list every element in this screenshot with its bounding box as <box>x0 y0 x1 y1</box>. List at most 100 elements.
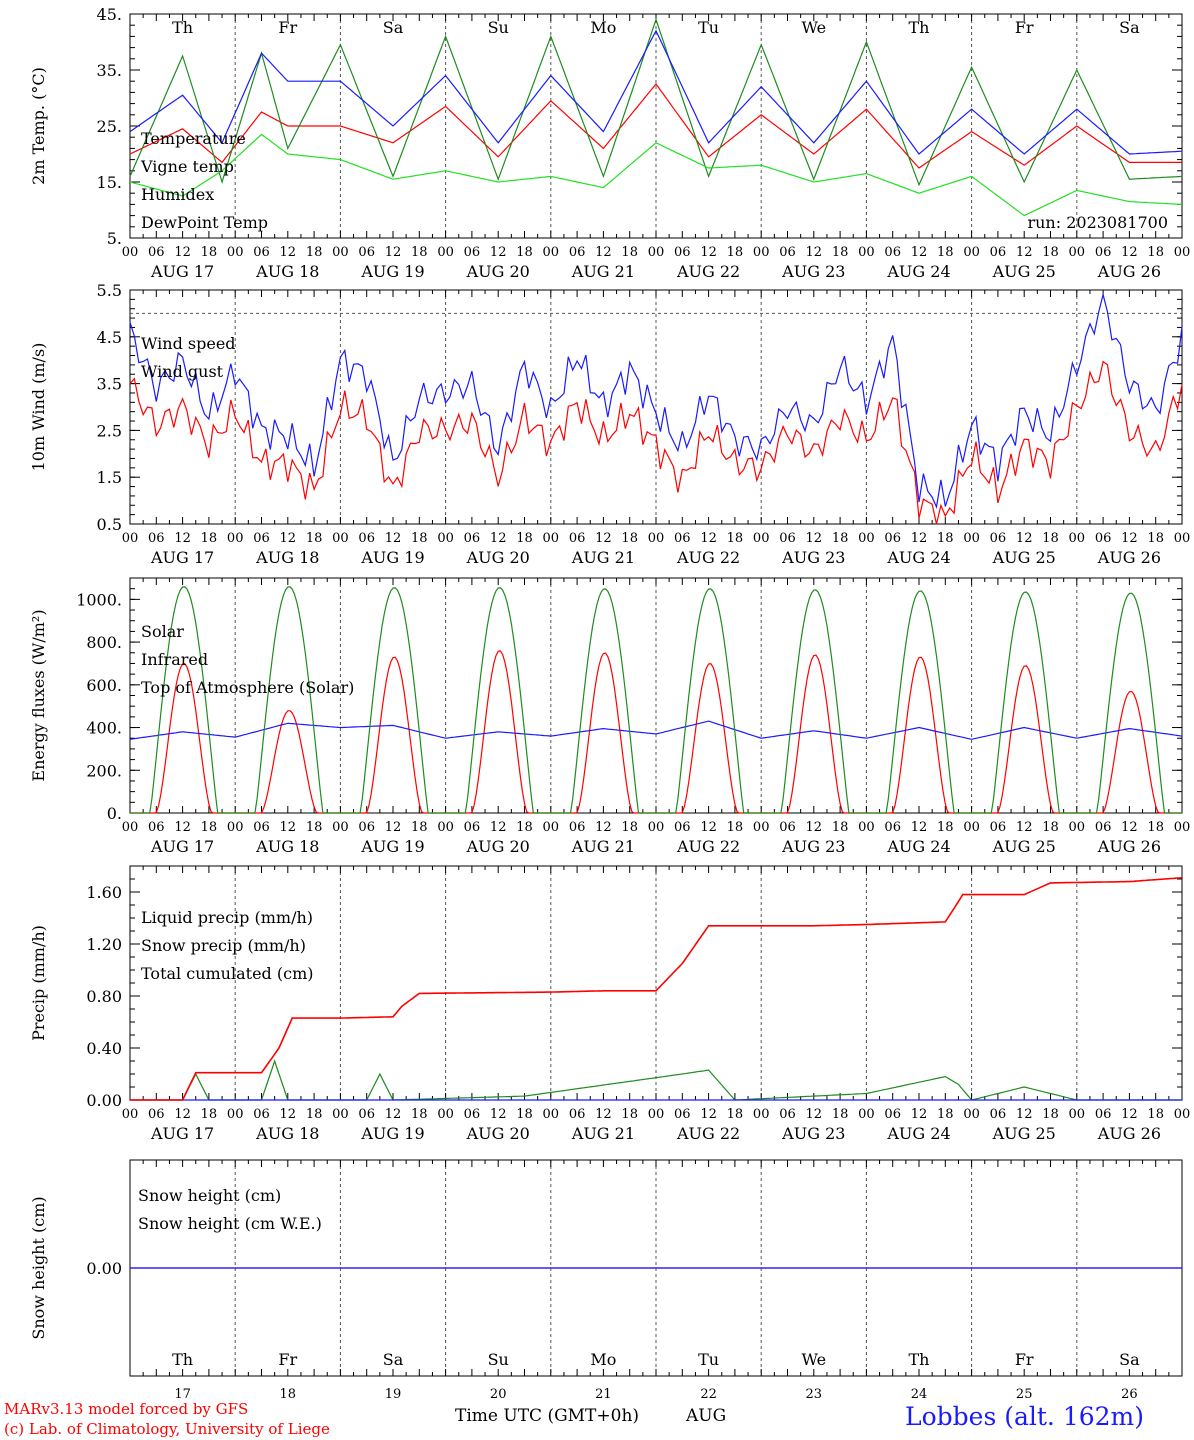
series-line-infrared <box>129 720 1183 740</box>
y-tick-label: 3.5 <box>97 375 122 394</box>
hour-tick-label: 18 <box>832 820 849 835</box>
hour-tick-label: 00 <box>1069 820 1086 835</box>
y-tick-label: 0.00 <box>86 1091 122 1110</box>
hour-tick-label: 12 <box>595 245 612 260</box>
y-tick-label: 25. <box>97 117 122 136</box>
hour-tick-label: 18 <box>621 245 638 260</box>
hour-tick-label: 18 <box>516 531 533 546</box>
series-line-wind-speed <box>129 360 1183 525</box>
series-line-vigne-temp <box>129 17 1183 187</box>
weekday-label-top: Th <box>909 18 930 37</box>
series-line-wind-gust <box>129 294 1183 509</box>
hour-tick-label: 12 <box>1121 820 1138 835</box>
weekday-label-top: Sa <box>1119 18 1140 37</box>
legend-entry: Snow height (cm W.E.) <box>138 1214 322 1233</box>
hour-tick-label: 06 <box>148 820 165 835</box>
weekday-label-bottom: Su <box>488 1350 509 1369</box>
date-label: AUG 23 <box>781 548 845 567</box>
hour-tick-label: 06 <box>464 531 481 546</box>
date-label: AUG 22 <box>676 548 740 567</box>
footer-model-credit: MARv3.13 model forced by GFS <box>4 1400 249 1418</box>
weekday-label-bottom: Th <box>909 1350 930 1369</box>
run-label: run: 2023081700 <box>1027 213 1168 232</box>
hour-tick-label: 12 <box>385 531 402 546</box>
weekday-label-top: Th <box>172 18 193 37</box>
hour-tick-label: 12 <box>595 531 612 546</box>
series-line-temperature <box>129 83 1182 169</box>
y-tick-label: 1000. <box>76 590 122 609</box>
hour-tick-label: 12 <box>911 1107 928 1122</box>
date-label: AUG 22 <box>676 1124 740 1143</box>
day-number: 23 <box>806 1387 823 1402</box>
hour-tick-label: 00 <box>753 245 770 260</box>
hour-tick-label: 18 <box>621 531 638 546</box>
date-label: AUG 19 <box>360 548 424 567</box>
hour-tick-label: 18 <box>306 531 323 546</box>
hour-tick-label: 00 <box>1069 531 1086 546</box>
date-label: AUG 26 <box>1097 1124 1161 1143</box>
legend-entry: Top of Atmosphere (Solar) <box>141 678 354 697</box>
legend-entry: Temperature <box>141 129 246 148</box>
y-tick-label: 1.60 <box>86 883 122 902</box>
hour-tick-label: 00 <box>1174 531 1191 546</box>
hour-tick-label: 00 <box>227 820 244 835</box>
hour-tick-label: 00 <box>227 1107 244 1122</box>
hour-tick-label: 06 <box>464 1107 481 1122</box>
hour-tick-label: 18 <box>201 245 218 260</box>
hour-tick-label: 12 <box>911 820 928 835</box>
hour-tick-label: 12 <box>700 820 717 835</box>
hour-tick-label: 18 <box>937 531 954 546</box>
date-label: AUG 19 <box>360 837 424 856</box>
hour-tick-label: 12 <box>806 531 823 546</box>
hour-tick-label: 06 <box>148 245 165 260</box>
hour-tick-label: 18 <box>621 1107 638 1122</box>
hour-tick-label: 00 <box>858 245 875 260</box>
hour-tick-label: 18 <box>832 1107 849 1122</box>
hour-tick-label: 12 <box>490 1107 507 1122</box>
hour-tick-label: 06 <box>1095 1107 1112 1122</box>
date-label: AUG 20 <box>466 262 530 281</box>
hour-tick-label: 12 <box>385 820 402 835</box>
hour-tick-label: 06 <box>884 245 901 260</box>
date-label: AUG 23 <box>781 1124 845 1143</box>
hour-tick-label: 00 <box>332 820 349 835</box>
hour-tick-label: 12 <box>700 245 717 260</box>
date-label: AUG 24 <box>886 548 950 567</box>
hour-tick-label: 06 <box>253 245 270 260</box>
hour-tick-label: 06 <box>253 531 270 546</box>
date-label: AUG 22 <box>676 837 740 856</box>
y-tick-label: 5.5 <box>97 281 122 300</box>
y-tick-label: 4.5 <box>97 328 122 347</box>
legend-entry: Wind gust <box>141 362 224 381</box>
series-line-top-of-atmosphere-solar- <box>130 586 1182 814</box>
date-label: AUG 23 <box>781 262 845 281</box>
hour-tick-label: 12 <box>1121 245 1138 260</box>
hour-tick-label: 06 <box>884 1107 901 1122</box>
hour-tick-label: 00 <box>332 245 349 260</box>
weekday-label-top: We <box>801 18 826 37</box>
hour-tick-label: 00 <box>543 1107 560 1122</box>
hour-tick-label: 12 <box>1016 820 1033 835</box>
hour-tick-label: 18 <box>411 1107 428 1122</box>
hour-tick-label: 00 <box>648 245 665 260</box>
hour-tick-label: 12 <box>806 1107 823 1122</box>
hour-tick-label: 12 <box>806 245 823 260</box>
date-label: AUG 17 <box>150 548 214 567</box>
date-label: AUG 21 <box>571 1124 635 1143</box>
y-tick-label: 1.5 <box>97 468 122 487</box>
hour-tick-label: 00 <box>1069 245 1086 260</box>
hour-tick-label: 06 <box>674 531 691 546</box>
hour-tick-label: 18 <box>832 531 849 546</box>
hour-tick-label: 18 <box>516 820 533 835</box>
hour-tick-label: 06 <box>1095 820 1112 835</box>
hour-tick-label: 06 <box>358 820 375 835</box>
date-label: AUG 20 <box>466 837 530 856</box>
legend-entry: Liquid precip (mm/h) <box>141 908 313 927</box>
hour-tick-label: 06 <box>884 820 901 835</box>
weekday-label-bottom: Sa <box>383 1350 404 1369</box>
hour-tick-label: 00 <box>753 531 770 546</box>
footer-lab-credit: (c) Lab. of Climatology, University of L… <box>4 1420 330 1438</box>
hour-tick-label: 12 <box>385 1107 402 1122</box>
hour-tick-label: 00 <box>963 820 980 835</box>
date-label: AUG 25 <box>992 1124 1056 1143</box>
